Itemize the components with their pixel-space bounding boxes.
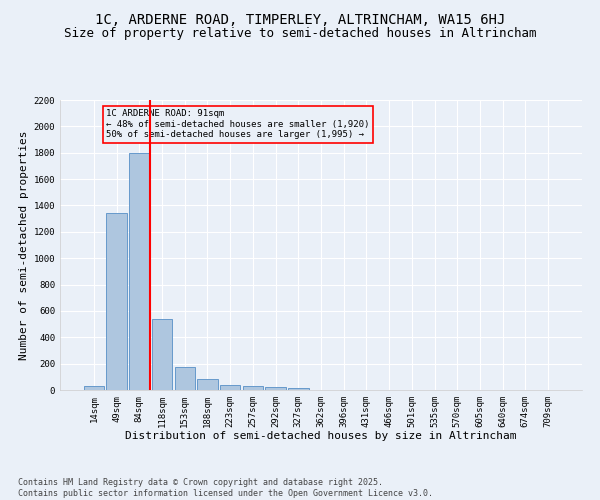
Bar	[220, 386, 241, 390]
Text: 1C ARDERNE ROAD: 91sqm
← 48% of semi-detached houses are smaller (1,920)
50% of : 1C ARDERNE ROAD: 91sqm ← 48% of semi-det…	[106, 109, 370, 139]
Bar	[106, 214, 127, 390]
Text: 1C, ARDERNE ROAD, TIMPERLEY, ALTRINCHAM, WA15 6HJ: 1C, ARDERNE ROAD, TIMPERLEY, ALTRINCHAM,…	[95, 12, 505, 26]
Bar	[84, 386, 104, 390]
Bar	[288, 388, 308, 390]
X-axis label: Distribution of semi-detached houses by size in Altrincham: Distribution of semi-detached houses by …	[125, 432, 517, 442]
Bar	[129, 154, 149, 390]
Text: Size of property relative to semi-detached houses in Altrincham: Size of property relative to semi-detach…	[64, 28, 536, 40]
Bar	[152, 320, 172, 390]
Bar	[197, 379, 218, 390]
Y-axis label: Number of semi-detached properties: Number of semi-detached properties	[19, 130, 29, 360]
Text: Contains HM Land Registry data © Crown copyright and database right 2025.
Contai: Contains HM Land Registry data © Crown c…	[18, 478, 433, 498]
Bar	[175, 366, 195, 390]
Bar	[265, 388, 286, 390]
Bar	[242, 386, 263, 390]
